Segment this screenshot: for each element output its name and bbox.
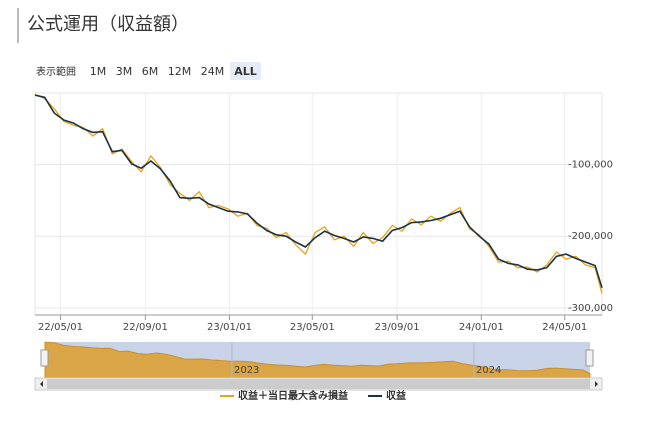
plot-area <box>34 92 603 316</box>
range-button-label[interactable]: 24M <box>201 65 225 78</box>
range-buttons: 1M 3M 6M 12M 24M ALL <box>86 62 261 80</box>
axes: -100,000 -200,000 -300,000 22/05/01 22/09/01… <box>35 160 613 333</box>
range-button[interactable] <box>138 62 162 80</box>
y-tick-label: -300,000 <box>568 303 613 314</box>
x-tick-label: 22/09/01 <box>123 322 168 333</box>
navigator-label: 2024 <box>476 365 501 376</box>
x-tick-label: 23/01/01 <box>207 322 252 333</box>
range-button[interactable] <box>230 62 261 80</box>
navigator-label: 2023 <box>234 365 259 376</box>
series-line <box>34 93 603 294</box>
range-label: 表示範囲 <box>36 65 76 78</box>
x-tick-label: 24/01/01 <box>459 322 504 333</box>
scrollbar-thumb[interactable] <box>47 379 590 389</box>
legend-label[interactable]: 収益＋当日最大含み損益 <box>238 389 348 402</box>
series-line <box>34 94 603 289</box>
y-tick-label: -200,000 <box>568 231 613 242</box>
range-button[interactable] <box>86 62 110 80</box>
range-button-label[interactable]: 3M <box>116 65 133 78</box>
title-bar <box>17 8 19 43</box>
range-button-label[interactable]: ALL <box>234 65 257 78</box>
x-tick-label: 24/05/01 <box>542 322 587 333</box>
page-title: 公式運用（収益額） <box>27 14 189 35</box>
legend-label[interactable]: 収益 <box>386 389 406 402</box>
range-button-label[interactable]: 1M <box>90 65 107 78</box>
x-tick-label: 23/05/01 <box>290 322 335 333</box>
navigator-area <box>44 341 591 379</box>
x-tick-label: 23/09/01 <box>375 322 420 333</box>
navigator: 2023 2024 <box>44 341 591 379</box>
range-button[interactable] <box>197 62 228 80</box>
range-button[interactable] <box>164 62 195 80</box>
navigator-handle[interactable] <box>585 349 594 367</box>
range-button-label[interactable]: 12M <box>168 65 192 78</box>
y-tick-label: -100,000 <box>568 160 613 171</box>
navigator-handle[interactable] <box>40 349 49 367</box>
range-button[interactable] <box>112 62 136 80</box>
range-button-label[interactable]: 6M <box>142 65 159 78</box>
x-tick-label: 22/05/01 <box>38 322 83 333</box>
grid <box>35 93 602 315</box>
legend: 収益＋当日最大含み損益 収益 <box>220 389 406 402</box>
lines <box>34 93 603 294</box>
